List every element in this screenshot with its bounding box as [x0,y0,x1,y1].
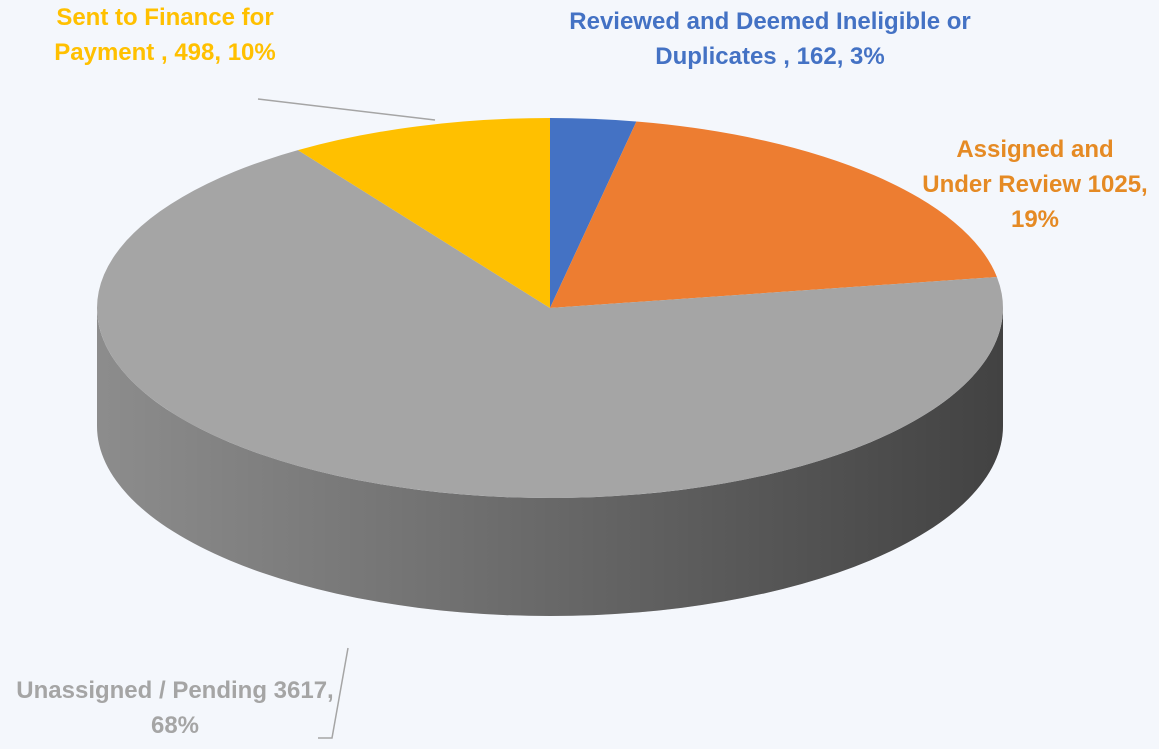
data-label: Reviewed and Deemed Ineligible or Duplic… [560,4,980,74]
pie-slice [550,121,997,308]
label-value: 498, 10% [174,39,276,66]
label-value: 162, 3% [796,43,885,70]
label-category: Reviewed and Deemed Ineligible or Duplic… [569,8,971,70]
leader-line [318,647,349,739]
data-label: Assigned and Under Review 1025, 19% [920,132,1150,237]
data-label: Sent to Finance for Payment , 498, 10% [20,0,310,70]
label-category: Assigned and Under Review [922,136,1114,198]
pie-slice [297,118,550,308]
label-category: Unassigned / Pending [16,677,267,704]
data-label: Unassigned / Pending 3617, 68% [10,673,340,743]
label-value: 1025, 19% [1010,171,1148,233]
leader-line [257,98,436,121]
pie-slice [97,150,1004,498]
label-value: 3617, 68% [150,677,334,739]
pie-side-shade [97,308,1003,616]
pie-slice [550,118,637,308]
label-category: Sent to Finance for Payment , [54,4,274,66]
